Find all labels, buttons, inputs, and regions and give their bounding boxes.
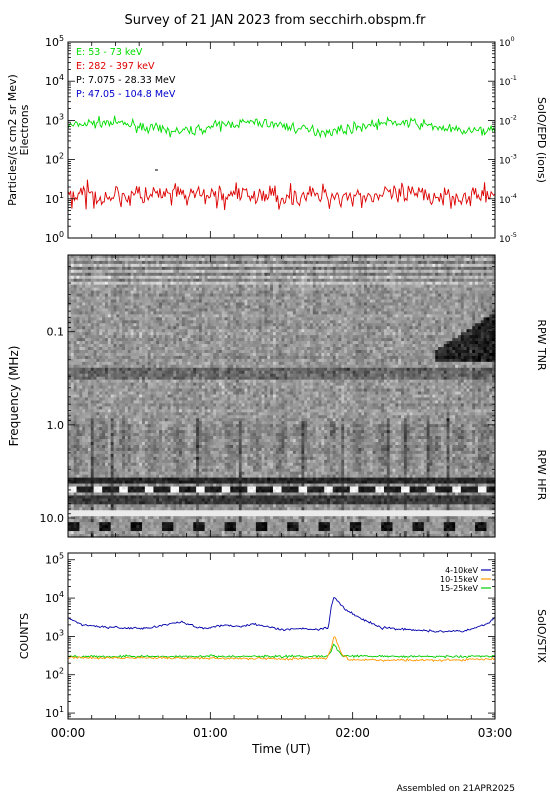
- epd-right-tick-label: 10-3: [499, 153, 517, 167]
- epd-legend-label: P: 47.05 - 104.8 MeV: [76, 89, 176, 100]
- epd-legend-label: E: 282 - 397 keV: [76, 61, 155, 72]
- epd-right-tick-label: 10-4: [499, 192, 517, 206]
- epd-ylabel-secondary: Electrons: [18, 104, 31, 155]
- epd-legend-label: P: 7.075 - 28.33 MeV: [76, 75, 176, 86]
- figure-title: Survey of 21 JAN 2023 from secchirh.obsp…: [125, 13, 427, 28]
- epd-legend-label: E: 53 - 73 keV: [76, 47, 143, 58]
- epd-series-line: [68, 180, 495, 210]
- epd-right-tick-label: 10-1: [499, 74, 517, 88]
- epd-series-line: [68, 116, 495, 137]
- epd-ytick-label: 101: [45, 191, 64, 206]
- epd-right-tick-label: 10-2: [499, 113, 517, 127]
- epd-ytick-label: 104: [45, 73, 64, 88]
- epd-ytick-label: 100: [45, 230, 64, 245]
- epd-right-label: SoIO/EPD (ions): [535, 97, 548, 183]
- epd-ytick-label: 103: [45, 112, 64, 127]
- epd-ytick-label: 105: [45, 34, 64, 49]
- epd-right-tick-label: 100: [499, 35, 515, 49]
- epd-ytick-label: 102: [45, 152, 64, 167]
- epd-right-tick-label: 10-5: [499, 231, 517, 245]
- epd-panel: 100 101 102 103 104 105 10-5 10-4 10-3 10-2 10-1 10…: [6, 34, 548, 245]
